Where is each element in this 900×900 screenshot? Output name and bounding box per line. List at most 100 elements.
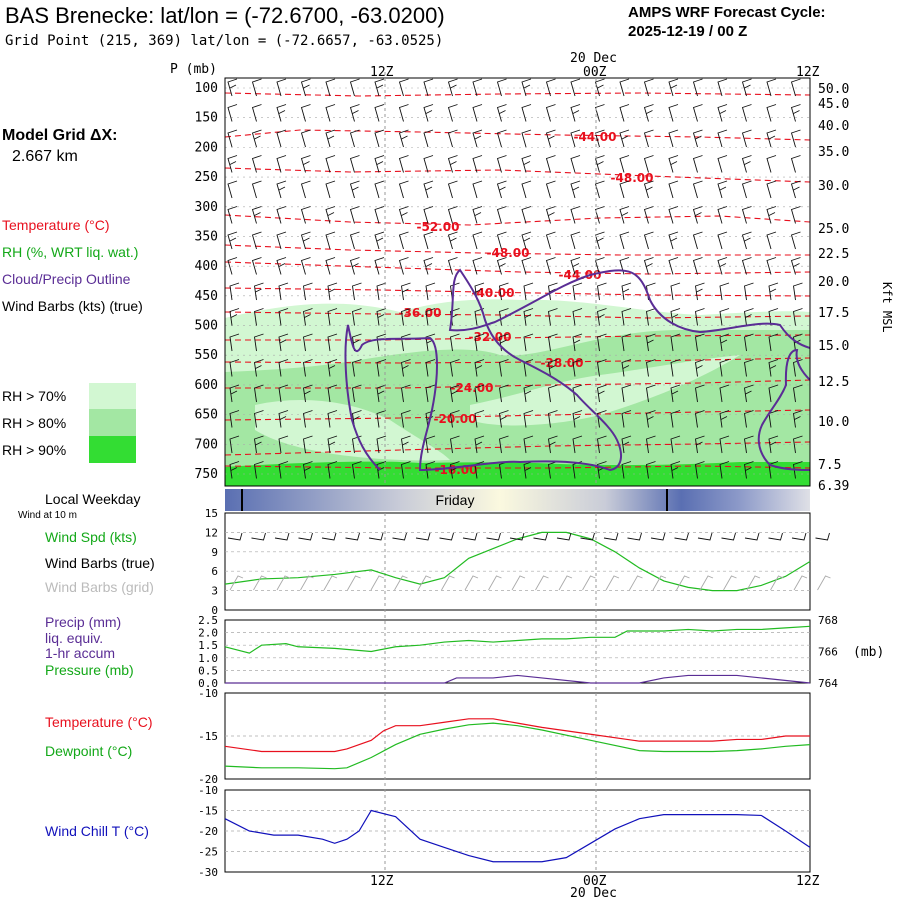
- wind-barb: [447, 231, 458, 250]
- wind-barb: [668, 129, 679, 148]
- wind-speed-axis-tick: 3: [211, 585, 218, 598]
- temperature-contour: [225, 409, 810, 421]
- wind-barb: [325, 257, 336, 275]
- surface-wind-barb-grid: [276, 575, 291, 591]
- wind-barb: [643, 231, 654, 250]
- height-tick: 45.0: [818, 97, 849, 112]
- wind-barb: [303, 435, 313, 454]
- wind-barb: [376, 410, 387, 428]
- wind-barb: [793, 410, 803, 428]
- windchill-panel-frame: [224, 789, 811, 873]
- wind-barb: [401, 461, 411, 479]
- wind-barb: [594, 104, 605, 122]
- pressure-tick: 600: [195, 378, 218, 393]
- wind-barb: [741, 155, 752, 173]
- pressure-tick: 550: [195, 348, 218, 363]
- wind-barb: [695, 410, 705, 428]
- wind-barb: [227, 206, 238, 224]
- wind-barb: [374, 155, 385, 173]
- precip-axis-tick: 0.0: [198, 677, 218, 690]
- wind-barb: [376, 308, 387, 326]
- wind-speed-line: [224, 531, 811, 592]
- wind-barb: [398, 104, 409, 122]
- wind-barb: [570, 129, 581, 148]
- wind-barb: [668, 104, 679, 122]
- wind-barb: [254, 410, 264, 428]
- wind-barb: [349, 206, 360, 224]
- wind-barb: [374, 78, 385, 97]
- wind-barb: [474, 435, 485, 454]
- wind-barb: [325, 180, 336, 199]
- pressure-tick: 400: [195, 259, 218, 274]
- surface-wind-barb-grid: [793, 575, 808, 591]
- pressure-right-tick: 764: [818, 677, 838, 690]
- wind-barb: [352, 461, 362, 479]
- wind-speed-axis-tick: 15: [205, 507, 218, 520]
- wind-barb: [472, 78, 483, 97]
- surface-wind-barb-true: [768, 532, 783, 541]
- height-tick: 25.0: [818, 222, 849, 237]
- wind-barb: [425, 282, 436, 301]
- wind-barb: [278, 282, 289, 301]
- wind-barb: [768, 333, 779, 352]
- temperature-contour-label: -48.00: [611, 171, 654, 185]
- wind-barb: [227, 129, 238, 148]
- temperature-contour: [225, 441, 810, 456]
- wind-panel-frame: [224, 512, 811, 611]
- weekday-label: Local Weekday: [45, 491, 140, 507]
- wind-barb: [619, 78, 630, 97]
- wind-barb: [229, 435, 240, 454]
- wind-barb: [719, 410, 730, 428]
- pressure-tick: 100: [195, 81, 218, 96]
- temperature-axis-tick: -10: [198, 687, 218, 700]
- wind-height-label: Wind at 10 m: [18, 510, 77, 521]
- wind-barb: [278, 359, 289, 377]
- wind-barb: [741, 104, 752, 122]
- cloud-outline-main: [344, 268, 810, 472]
- wind-barb: [423, 129, 434, 148]
- surface-wind-barb-grid: [488, 575, 502, 591]
- surface-wind-barb-true: [251, 532, 266, 541]
- wind-barb: [276, 180, 287, 199]
- wind-barbs-grid-label: Wind Barbs (grid): [45, 579, 154, 595]
- wind-barb: [523, 308, 534, 326]
- wind-barb: [793, 282, 803, 301]
- wind-barb: [349, 78, 360, 97]
- wind-barb: [229, 308, 240, 326]
- wind-barb: [276, 104, 287, 122]
- pressure-tick: 650: [195, 408, 218, 423]
- wind-barb: [621, 384, 632, 403]
- wind-barb: [352, 384, 362, 403]
- date-label-top: 20 Dec: [570, 51, 617, 66]
- wind-barb: [423, 180, 434, 199]
- temperature-contour: [225, 261, 810, 275]
- height-tick: 50.0: [818, 82, 849, 97]
- wind-barb: [695, 308, 705, 326]
- temperature-contour-label: -28.00: [541, 356, 584, 370]
- wind-barb: [278, 410, 289, 428]
- wind-barb: [251, 257, 262, 275]
- wind-barb: [793, 308, 803, 326]
- wind-barb: [352, 308, 362, 326]
- wind-barb: [668, 206, 679, 224]
- wind-barb: [229, 333, 240, 352]
- wind-barb: [717, 78, 728, 97]
- pressure-tick: 500: [195, 319, 218, 334]
- wind-barb: [594, 231, 605, 250]
- wind-barb: [251, 206, 262, 224]
- windchill-label: Wind Chill T (°C): [45, 823, 149, 839]
- wind-barb: [545, 78, 556, 97]
- wind-barb: [251, 180, 262, 199]
- wind-barb: [496, 206, 507, 224]
- temperature-contour: [225, 214, 810, 226]
- wind-barb: [474, 384, 485, 403]
- wind-barb: [523, 384, 534, 403]
- wind-barb: [545, 180, 556, 199]
- wind-barb: [254, 359, 264, 377]
- wind-barb: [496, 257, 507, 275]
- day-night-bar: [225, 489, 810, 511]
- wind-barb: [597, 359, 607, 377]
- time-tick-00z: 00Z: [583, 65, 607, 80]
- wind-barb: [545, 231, 556, 250]
- temperature-contour-label: -52.00: [417, 220, 460, 234]
